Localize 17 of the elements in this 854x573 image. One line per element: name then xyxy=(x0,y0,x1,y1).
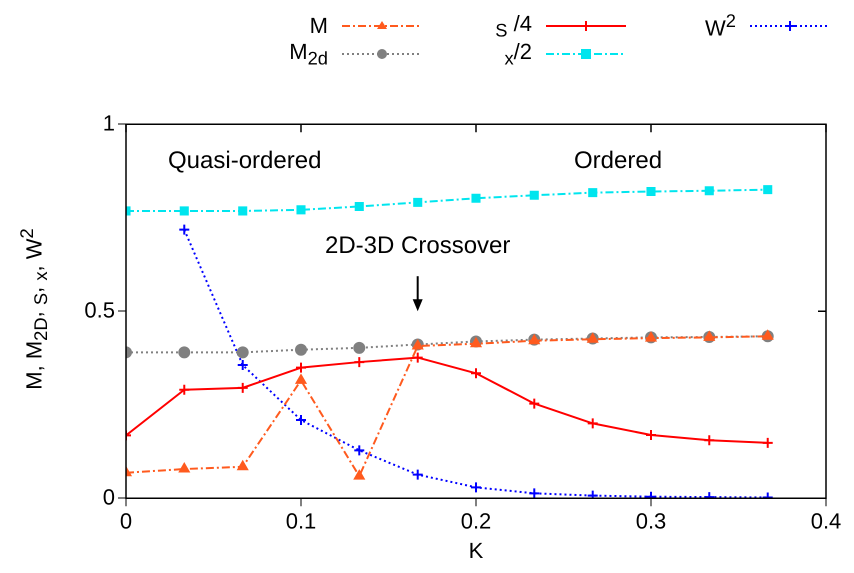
legend-label: $_{S}$ /4 xyxy=(495,10,532,40)
annotation: Quasi-ordered xyxy=(168,147,322,174)
annotation: 2D-3D Crossover xyxy=(324,232,510,259)
legend-label: $_{x}$/2 xyxy=(503,38,532,70)
x-tick-label: 0.2 xyxy=(460,508,492,534)
x-tick-label: 0.3 xyxy=(636,508,666,534)
x-tick-label: 0 xyxy=(120,508,132,534)
x-tick-label: 0.1 xyxy=(286,508,316,534)
legend-label: W$^{2}$ xyxy=(704,10,736,42)
x-tick-label: 0.4 xyxy=(810,508,842,534)
y-tick-label: 0.5 xyxy=(84,297,115,322)
annotation: Ordered xyxy=(574,147,662,174)
y-tick-label: 0 xyxy=(102,484,115,510)
y-tick-label: 1 xyxy=(102,110,115,136)
legend-label: M xyxy=(308,13,328,39)
x-axis-title: K xyxy=(468,538,484,563)
legend-label: M$_{2d}$ xyxy=(288,38,328,70)
